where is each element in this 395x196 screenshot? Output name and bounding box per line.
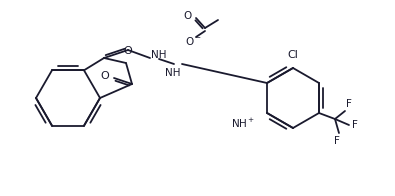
Text: O$^-$: O$^-$ xyxy=(184,35,201,47)
Text: NH$^+$: NH$^+$ xyxy=(231,117,255,130)
Text: O: O xyxy=(101,71,109,81)
Text: F: F xyxy=(334,136,340,146)
Text: F: F xyxy=(352,120,358,130)
Text: O: O xyxy=(124,46,132,56)
Text: Cl: Cl xyxy=(288,50,299,60)
Text: NH: NH xyxy=(165,68,181,78)
Text: O: O xyxy=(184,11,192,21)
Text: F: F xyxy=(346,99,352,109)
Text: NH: NH xyxy=(151,50,167,60)
